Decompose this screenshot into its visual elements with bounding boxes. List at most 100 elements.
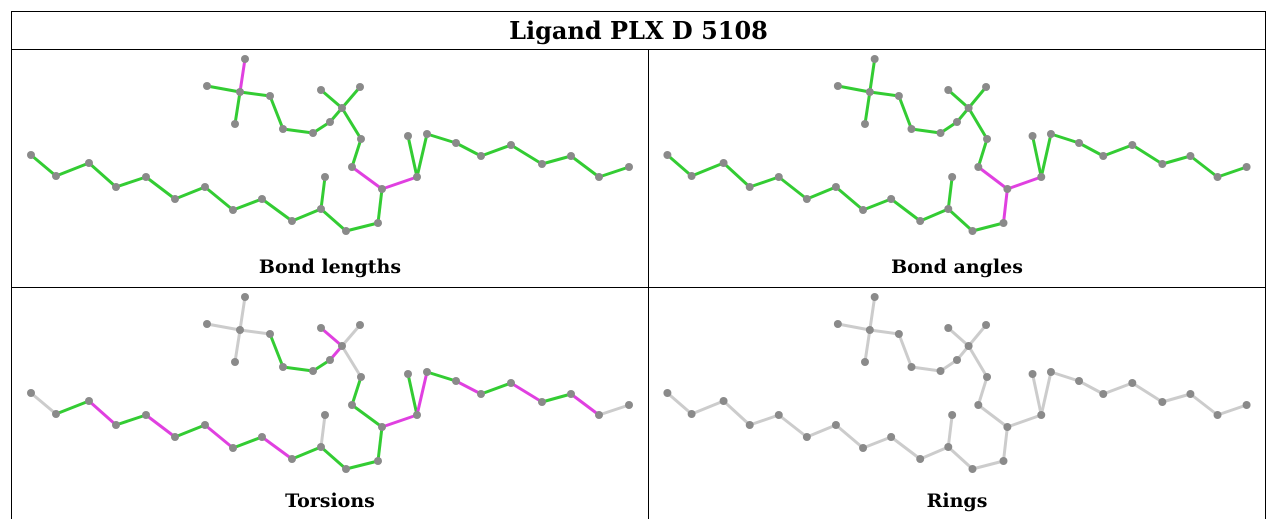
bond: [1031, 372, 1043, 417]
bond: [1130, 381, 1164, 404]
bond: [540, 392, 573, 404]
atom: [203, 82, 211, 90]
atom: [595, 173, 603, 181]
atom: [936, 367, 945, 375]
bond: [29, 153, 58, 178]
atom: [968, 227, 977, 235]
bond: [415, 132, 429, 179]
atom: [1003, 185, 1012, 193]
bond: [967, 323, 988, 348]
title-row: Ligand PLX D 5108: [11, 11, 1266, 49]
bond: [205, 322, 242, 332]
atom: [452, 139, 460, 147]
bond: [976, 403, 1009, 429]
molecule-bond-lengths: [27, 55, 633, 235]
bond: [479, 143, 513, 158]
atom: [338, 104, 346, 112]
atom: [944, 86, 953, 94]
bond: [1101, 381, 1134, 396]
bond: [897, 94, 913, 131]
bond: [1005, 175, 1043, 191]
atom: [982, 321, 991, 329]
atom: [452, 377, 460, 385]
bond: [889, 197, 922, 223]
atom: [894, 92, 903, 100]
bond: [344, 221, 380, 233]
atom: [1128, 141, 1137, 149]
bond: [350, 375, 363, 407]
atom: [112, 183, 120, 191]
atom: [1186, 152, 1195, 160]
atom: [948, 173, 957, 181]
atom: [279, 125, 287, 133]
bond: [238, 295, 247, 332]
atom: [326, 356, 334, 364]
bond: [509, 381, 544, 404]
atom: [231, 120, 239, 128]
bond: [569, 154, 601, 179]
atom: [374, 457, 382, 465]
atom: [231, 358, 239, 366]
atom: [423, 368, 431, 376]
atom: [142, 411, 150, 419]
bond: [87, 161, 118, 189]
column-separator: [648, 49, 649, 519]
atom: [953, 118, 961, 126]
bond: [1101, 143, 1134, 158]
bond: [415, 370, 429, 417]
bond: [722, 161, 752, 189]
bond: [54, 399, 91, 416]
bond: [509, 143, 544, 166]
bond: [350, 403, 384, 429]
atom: [201, 183, 209, 191]
atom: [423, 130, 431, 138]
atom: [241, 55, 249, 63]
atom: [1099, 390, 1108, 398]
bond: [406, 134, 419, 179]
bond: [868, 295, 877, 332]
outer-left-border: [11, 49, 12, 519]
atom: [625, 401, 633, 409]
atom: [342, 227, 350, 235]
panel-bond-lengths: Bond lengths: [12, 50, 648, 287]
bond: [233, 328, 242, 364]
atom: [865, 326, 874, 334]
bond: [376, 187, 384, 225]
atom: [964, 342, 973, 350]
bond: [319, 413, 327, 449]
atom: [953, 356, 961, 364]
bond: [114, 413, 148, 427]
atom: [936, 129, 945, 137]
caption-bond-angles: Bond angles: [891, 256, 1023, 278]
outer-right-border: [1265, 49, 1266, 519]
atom: [85, 397, 93, 405]
atom: [944, 324, 953, 332]
atom: [357, 373, 365, 381]
bond: [281, 365, 315, 373]
atom: [663, 151, 672, 159]
bond: [144, 413, 177, 439]
bond: [597, 165, 631, 179]
atom: [1242, 163, 1251, 171]
bond: [976, 137, 989, 169]
atom: [907, 363, 916, 371]
atom: [1028, 132, 1037, 140]
bond: [967, 344, 989, 379]
bond: [114, 175, 148, 189]
atom: [907, 125, 916, 133]
atom: [348, 163, 356, 171]
caption-rings: Rings: [926, 490, 988, 512]
caption-torsions: Torsions: [285, 490, 375, 512]
atom: [1028, 370, 1037, 378]
bond: [690, 399, 726, 416]
atom: [833, 82, 842, 90]
bond: [203, 185, 235, 212]
atom: [999, 219, 1008, 227]
atom: [774, 173, 783, 181]
molecule-bond-angles: [663, 55, 1251, 235]
atom: [413, 173, 421, 181]
atom: [171, 195, 179, 203]
atom: [567, 152, 575, 160]
bond: [319, 445, 348, 471]
atom: [802, 195, 811, 203]
